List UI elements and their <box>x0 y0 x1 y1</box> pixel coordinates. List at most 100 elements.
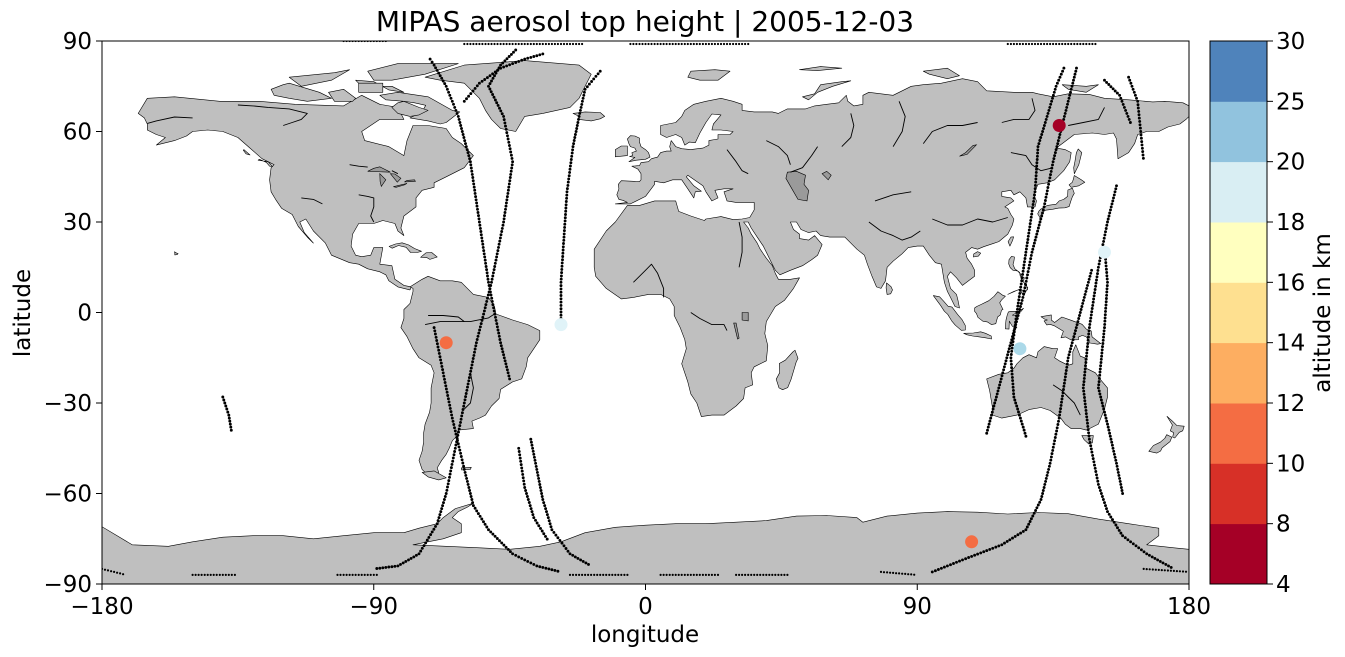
orbit-track-point <box>450 462 454 466</box>
orbit-track-point <box>1022 289 1026 293</box>
orbit-track-point <box>1082 380 1086 384</box>
orbit-track-point <box>495 101 499 105</box>
orbit-track-point <box>1000 543 1004 547</box>
orbit-track-point <box>558 538 562 542</box>
orbit-track-point <box>562 238 566 242</box>
orbit-track-point <box>565 196 569 200</box>
scan-line-point <box>197 573 200 577</box>
colorbar-bin <box>1210 222 1267 283</box>
orbit-track-point <box>506 191 510 195</box>
orbit-track-point <box>503 359 507 363</box>
scan-line-point <box>653 42 656 46</box>
orbit-track-point <box>1048 176 1052 180</box>
orbit-track-point <box>561 258 564 262</box>
orbit-track-point <box>1083 396 1086 399</box>
orbit-track-point <box>1078 314 1081 317</box>
orbit-track-point <box>578 108 582 112</box>
orbit-track-point <box>585 85 589 89</box>
orbit-track-point <box>451 456 455 460</box>
orbit-track-point <box>1036 503 1040 507</box>
scan-line-point <box>1079 42 1082 46</box>
scan-line-point <box>659 42 662 46</box>
scan-line-point <box>750 573 753 577</box>
orbit-track-point <box>982 550 986 554</box>
orbit-track-point <box>462 99 466 103</box>
scan-line-point <box>116 571 119 574</box>
orbit-track-point <box>1051 448 1055 452</box>
orbit-track-point <box>535 564 539 568</box>
orbit-track-point <box>434 335 438 339</box>
colorbar-bin <box>1210 342 1267 404</box>
orbit-track-point <box>226 410 230 414</box>
orbit-track-point <box>1135 96 1138 100</box>
orbit-track-point <box>480 517 484 521</box>
orbit-track-point <box>434 524 437 528</box>
scan-line-point <box>1166 569 1169 572</box>
orbit-track-point <box>475 204 479 208</box>
orbit-track-point <box>564 203 568 207</box>
orbit-track-point <box>1119 482 1123 486</box>
scan-line-point <box>735 573 738 577</box>
orbit-track-point <box>576 556 580 560</box>
orbit-track-point <box>1086 345 1089 349</box>
river <box>932 217 1008 226</box>
orbit-track-point <box>1062 117 1066 121</box>
scan-line-point <box>1088 42 1091 46</box>
scan-line-point <box>568 573 572 577</box>
orbit-track-point <box>535 54 539 58</box>
land-mass <box>802 80 852 101</box>
orbit-track-point <box>1122 105 1126 109</box>
orbit-track-point <box>1092 460 1096 464</box>
orbit-track-point <box>559 300 563 304</box>
orbit-track-point <box>576 121 580 124</box>
orbit-track-point <box>508 176 512 179</box>
orbit-track-point <box>453 429 457 433</box>
scan-line-point <box>578 42 581 46</box>
orbit-track-point <box>504 127 508 131</box>
orbit-track-point <box>499 341 503 345</box>
colorbar-tick-label: 10 <box>1276 451 1305 477</box>
orbit-track-point <box>468 492 472 495</box>
scan-line-point <box>886 571 889 574</box>
orbit-track-point <box>560 541 564 545</box>
orbit-track-point <box>1044 195 1048 199</box>
orbit-track-point <box>538 53 542 57</box>
orbit-track-point <box>1054 432 1058 436</box>
scan-line-point <box>490 42 493 46</box>
orbit-track-point <box>1102 332 1106 336</box>
orbit-track-point <box>502 118 506 122</box>
orbit-track-point <box>486 293 490 297</box>
orbit-track-point <box>1025 525 1029 529</box>
scan-line-point <box>599 573 602 577</box>
orbit-track-point <box>1016 407 1020 411</box>
orbit-track-point <box>1042 205 1046 209</box>
orbit-track-point <box>1141 150 1145 154</box>
orbit-track-point <box>459 124 463 127</box>
orbit-track-point <box>1015 307 1019 311</box>
scan-line-point <box>629 42 632 46</box>
orbit-track-point <box>1021 272 1025 276</box>
scan-line-point <box>1154 568 1157 571</box>
land-mass <box>593 78 1189 417</box>
orbit-track-point <box>1049 455 1053 459</box>
orbit-track-point <box>1161 561 1165 565</box>
orbit-track-point <box>460 130 464 133</box>
scan-line-point <box>562 42 566 46</box>
scan-line-point <box>119 572 122 575</box>
orbit-track-point <box>526 559 530 563</box>
orbit-track-point <box>988 547 992 551</box>
orbit-track-point <box>1010 375 1014 379</box>
orbit-track-point <box>506 137 510 141</box>
orbit-track-point <box>1133 93 1137 97</box>
orbit-track-point <box>1031 514 1035 518</box>
orbit-track-point <box>449 96 453 100</box>
y-tick-label: −60 <box>43 482 92 508</box>
land-mass <box>174 251 179 256</box>
orbit-track-point <box>1104 303 1108 307</box>
land-mass <box>270 82 332 102</box>
orbit-track-point <box>1116 467 1120 471</box>
orbit-track-point <box>492 268 496 272</box>
river <box>766 140 791 165</box>
orbit-track-point <box>1093 466 1097 470</box>
